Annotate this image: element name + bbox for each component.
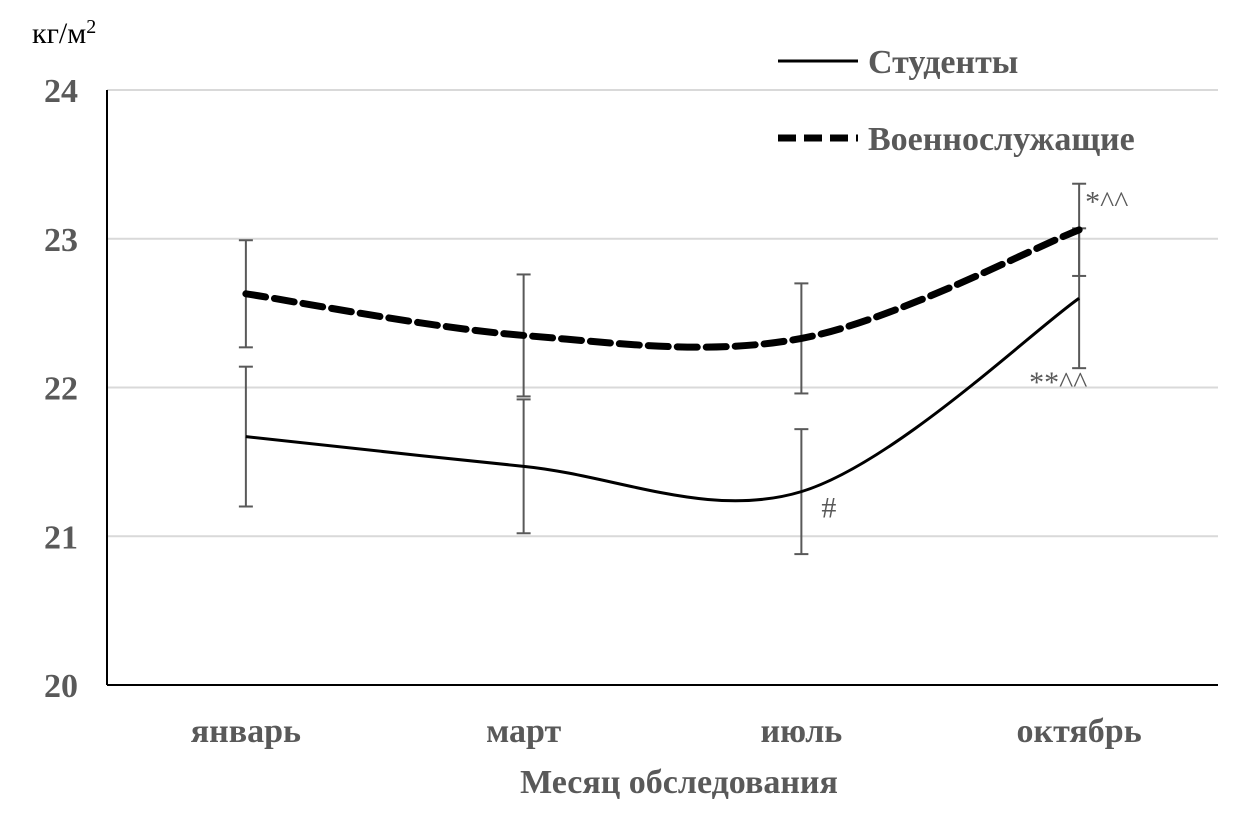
legend: Студенты Военнослужащие bbox=[778, 44, 1135, 158]
y-tick-label: 20 bbox=[44, 668, 78, 705]
gridlines bbox=[107, 89, 1218, 538]
series-line-students bbox=[245, 297, 1080, 503]
x-axis-ticks: январь март июль октябрь bbox=[191, 713, 1142, 750]
x-axis-title: Месяц обследования bbox=[520, 764, 838, 801]
x-tick-label: март bbox=[486, 713, 561, 750]
significance-annotation: # bbox=[821, 492, 836, 525]
significance-annotation: **^^ bbox=[1029, 366, 1087, 399]
series-line-military bbox=[242, 226, 1083, 351]
y-tick-label: 23 bbox=[44, 222, 78, 259]
annotations: # **^^ *^^ bbox=[821, 186, 1128, 525]
y-axis-ticks: 20 21 22 23 24 bbox=[44, 73, 78, 705]
legend-label-military: Военнослужащие bbox=[868, 121, 1135, 158]
y-tick-label: 22 bbox=[44, 371, 78, 408]
series-lines bbox=[242, 226, 1083, 503]
significance-annotation: *^^ bbox=[1085, 186, 1128, 219]
x-tick-label: январь bbox=[191, 713, 301, 750]
y-unit-label: кг/м2 bbox=[32, 16, 96, 50]
y-tick-label: 24 bbox=[44, 73, 78, 110]
x-tick-label: октябрь bbox=[1017, 713, 1142, 750]
x-tick-label: июль bbox=[760, 713, 842, 750]
legend-label-students: Студенты bbox=[868, 44, 1018, 81]
y-tick-label: 21 bbox=[44, 519, 78, 556]
